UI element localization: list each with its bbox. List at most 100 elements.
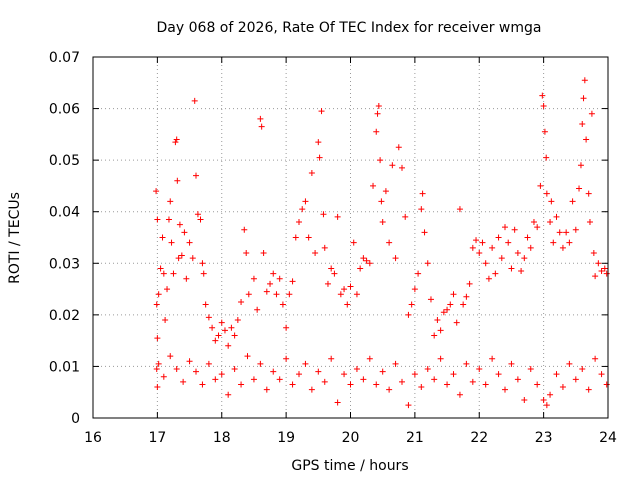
x-tick-label: 24	[599, 430, 617, 446]
data-point	[308, 386, 315, 393]
data-point	[186, 239, 193, 246]
data-point	[170, 270, 177, 277]
data-point	[386, 386, 393, 393]
y-tick-label: 0.07	[49, 50, 80, 66]
x-tick-label: 16	[84, 430, 102, 446]
data-point	[357, 265, 364, 272]
data-point	[389, 162, 396, 169]
x-tick-label: 22	[470, 430, 488, 446]
data-point	[250, 275, 257, 282]
data-point	[159, 234, 166, 241]
data-point	[334, 213, 341, 220]
data-point	[191, 97, 198, 104]
data-point	[415, 270, 422, 277]
data-point	[598, 268, 605, 275]
data-point	[399, 378, 405, 385]
data-point	[270, 368, 277, 375]
data-point	[334, 399, 341, 406]
data-point	[492, 270, 499, 277]
data-point	[444, 381, 451, 388]
data-point	[250, 376, 257, 383]
data-point	[238, 298, 245, 305]
y-tick-label: 0	[71, 411, 80, 427]
data-point	[320, 211, 327, 218]
data-point	[353, 366, 360, 373]
data-point	[176, 221, 183, 228]
data-point	[527, 244, 534, 251]
data-point	[566, 239, 573, 246]
data-point	[482, 260, 489, 267]
data-point	[418, 206, 425, 213]
x-tick-labels: 16 17 18 19 20 21 22 23 24	[84, 430, 617, 446]
data-point	[537, 182, 544, 189]
data-point	[392, 360, 399, 367]
data-point	[569, 198, 576, 205]
data-point	[437, 355, 444, 362]
data-point	[241, 226, 248, 233]
data-point	[424, 366, 431, 373]
data-point	[296, 371, 302, 378]
data-point	[231, 366, 238, 373]
chart-title: Day 068 of 2026, Rate Of TEC Index for r…	[157, 20, 542, 36]
data-point	[508, 360, 515, 367]
data-point	[197, 216, 204, 223]
data-point	[502, 386, 508, 393]
data-point	[199, 381, 206, 388]
data-point	[254, 306, 261, 313]
data-point	[225, 391, 232, 398]
data-point	[186, 358, 193, 365]
x-tick-label: 20	[342, 430, 360, 446]
data-point	[167, 353, 174, 360]
x-tick-label: 23	[535, 430, 553, 446]
data-point	[366, 260, 373, 267]
data-point	[456, 206, 463, 213]
data-point	[157, 265, 164, 272]
data-point	[547, 391, 554, 398]
data-point	[212, 376, 219, 383]
data-point	[419, 190, 426, 197]
data-point	[603, 270, 610, 277]
data-point	[154, 216, 161, 223]
data-point	[592, 355, 599, 362]
data-points	[153, 77, 610, 409]
data-point	[502, 224, 508, 231]
data-point	[374, 110, 381, 117]
data-point	[511, 226, 518, 233]
data-point	[344, 301, 351, 308]
data-point	[370, 182, 377, 189]
data-point	[514, 249, 521, 256]
data-point	[215, 332, 222, 339]
data-point	[556, 229, 563, 236]
data-point	[173, 136, 180, 143]
data-point	[476, 249, 483, 256]
data-point	[366, 355, 373, 362]
data-point	[431, 376, 438, 383]
data-point	[228, 324, 235, 331]
data-point	[243, 249, 250, 256]
data-point	[225, 342, 232, 349]
data-point	[495, 371, 502, 378]
data-point	[289, 381, 296, 388]
x-tick-label: 18	[213, 430, 231, 446]
data-point	[598, 371, 605, 378]
data-point	[540, 396, 547, 403]
data-point	[440, 309, 447, 316]
data-point	[583, 136, 590, 143]
data-point	[375, 102, 382, 109]
data-point	[521, 396, 528, 403]
data-point	[553, 371, 560, 378]
data-point	[324, 280, 331, 287]
data-point	[572, 226, 579, 233]
data-point	[257, 115, 264, 122]
data-point	[263, 386, 270, 393]
data-point	[245, 291, 252, 298]
data-point	[508, 265, 515, 272]
data-point	[154, 335, 161, 342]
data-point	[212, 337, 219, 344]
data-point	[178, 252, 185, 259]
data-point	[328, 355, 335, 362]
data-point	[427, 296, 434, 303]
data-point	[238, 381, 245, 388]
data-point	[183, 275, 190, 282]
data-point	[167, 198, 174, 205]
